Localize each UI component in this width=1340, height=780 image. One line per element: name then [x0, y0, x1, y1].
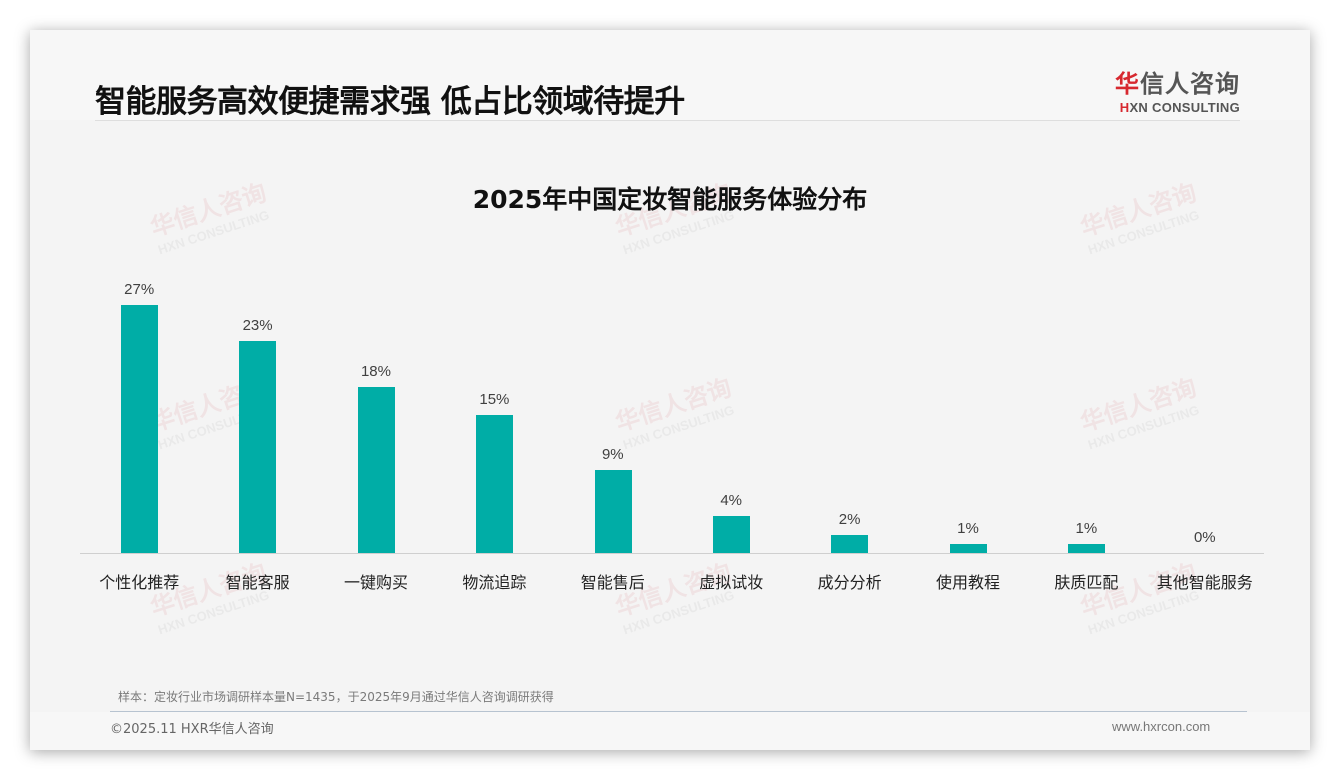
footer-divider — [110, 711, 1247, 712]
data-label: 4% — [720, 492, 743, 510]
bar-group: 23% 智能客服 — [198, 260, 316, 620]
category-label: 一键购买 — [343, 573, 408, 592]
category-label: 个性化推荐 — [99, 573, 180, 592]
data-label: 0% — [1193, 529, 1216, 546]
bar[interactable] — [713, 516, 750, 553]
data-label: 9% — [601, 446, 624, 464]
category-label: 智能客服 — [225, 573, 290, 592]
page-title: 智能服务高效便捷需求强 低占比领域待提升 — [95, 84, 685, 120]
x-axis-line — [80, 553, 1264, 554]
chart-title: 2025年中国定妆智能服务体验分布 — [472, 185, 868, 214]
bar-group: 15% 物流追踪 — [435, 260, 553, 620]
bar-group: 0% 其他智能服务 — [1146, 260, 1264, 620]
category-label: 成分分析 — [817, 573, 882, 592]
bar-group: 9% 智能售后 — [554, 260, 672, 620]
bar[interactable] — [357, 387, 395, 553]
logo-cn: 华信人咨询 — [1115, 70, 1240, 98]
data-label: 2% — [838, 510, 861, 528]
bar[interactable] — [476, 415, 514, 553]
bar-group: 18% 一键购买 — [317, 260, 435, 620]
company-logo: 华信人咨询 HXN CONSULTING — [1110, 64, 1240, 115]
bar[interactable] — [594, 470, 632, 553]
category-label: 虚拟试妆 — [699, 573, 764, 592]
data-label: 1% — [1075, 519, 1098, 537]
bar-chart: 27% 个性化推荐 23% 智能客服 18% 一键购买 15% 物流追踪 9% 智能售后 4% 虚拟试… — [80, 260, 1264, 620]
data-label: 27% — [124, 280, 155, 298]
bar-group: 27% 个性化推荐 — [80, 260, 198, 620]
website-link[interactable]: www.hxrcon.com — [1112, 719, 1211, 734]
bar-group: 1% 使用教程 — [909, 260, 1027, 620]
slide: 华信人咨询 HXN CONSULTING 华信人咨询 HXN CONSULTING … — [30, 30, 1310, 750]
header-band — [30, 30, 1310, 120]
bar[interactable] — [1068, 543, 1106, 553]
data-label: 18% — [360, 363, 391, 381]
bar[interactable] — [239, 341, 277, 553]
copyright: ©2025.11 HXR华信人咨询 — [110, 722, 274, 737]
category-label: 物流追踪 — [462, 573, 527, 592]
data-label: 1% — [957, 519, 979, 537]
logo-en: HXN CONSULTING — [1119, 100, 1240, 115]
category-label: 智能售后 — [580, 573, 645, 592]
bar[interactable] — [831, 534, 869, 553]
bar-group: 2% 成分分析 — [790, 260, 908, 620]
sample-note: 样本：定妆行业市场调研样本量N=1435，于2025年9月通过华信人咨询调研获得 — [118, 690, 554, 704]
bar-group: 4% 虚拟试妆 — [672, 260, 790, 620]
bar-group: 1% 肤质匹配 — [1027, 260, 1145, 620]
category-label: 其他智能服务 — [1156, 573, 1253, 592]
data-label: 15% — [479, 391, 510, 408]
title-divider — [95, 120, 1240, 121]
bar[interactable] — [949, 543, 987, 553]
data-label: 23% — [242, 317, 273, 335]
footer-band — [30, 712, 1310, 750]
bar[interactable] — [121, 304, 158, 553]
category-label: 使用教程 — [935, 573, 1000, 592]
category-label: 肤质匹配 — [1054, 573, 1119, 592]
